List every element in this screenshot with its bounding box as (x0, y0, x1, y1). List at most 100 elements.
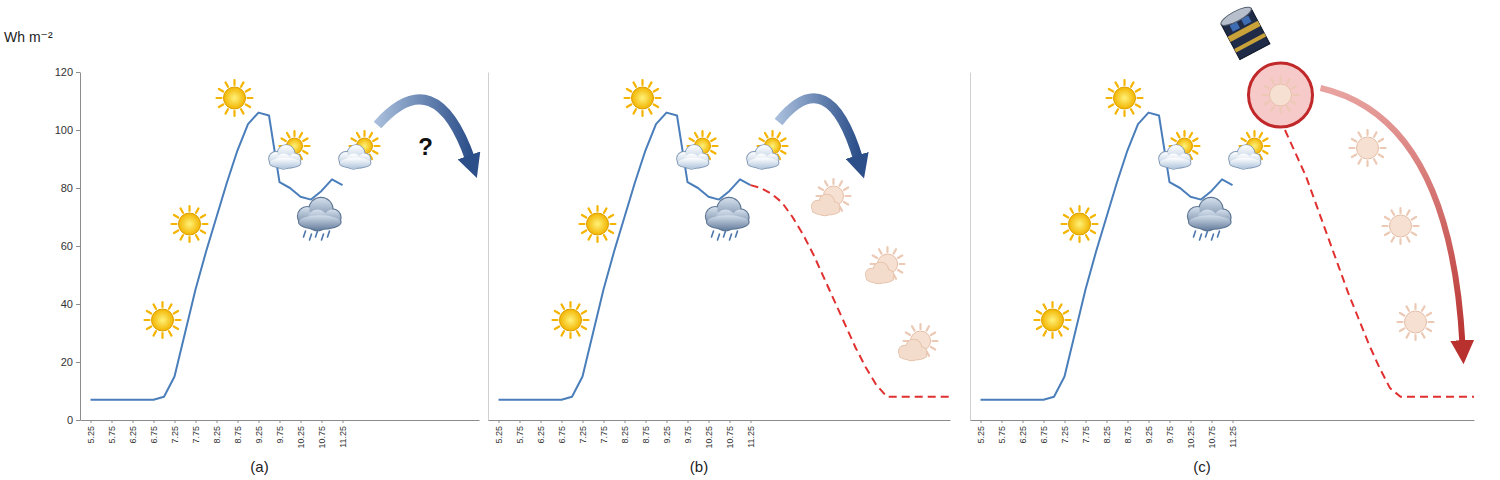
sun-ray (1366, 161, 1368, 166)
rain-drop (316, 231, 318, 237)
sun-ray (188, 206, 190, 211)
x-tick: 6.75 (149, 420, 159, 444)
y-tick: 80 (61, 182, 80, 194)
decorations (1035, 4, 1463, 345)
x-tick-mark (1128, 420, 1129, 423)
rain-drop (724, 231, 726, 237)
y-tick: 100 (55, 124, 80, 136)
sun-ray (1414, 225, 1419, 227)
x-tick: 5.75 (515, 420, 525, 444)
sun-ray (1091, 215, 1095, 218)
sun-ray (781, 139, 785, 142)
rain-drop (1218, 231, 1220, 237)
x-tick: 5.75 (107, 420, 117, 444)
x-tick-label: 7.75 (1081, 426, 1091, 444)
y-tick-label: 0 (67, 414, 73, 426)
cloud-outline (340, 158, 371, 168)
x-tick-mark (217, 420, 218, 423)
sun-ray (625, 97, 630, 99)
x-tick-label: 6.25 (128, 426, 138, 444)
cloud-fill (748, 158, 779, 168)
x-tick-label: 5.25 (494, 426, 504, 444)
sun-ray (1412, 217, 1416, 220)
sun-ray (1392, 210, 1395, 214)
panel: 0204060801001205.255.756.256.757.257.758… (4, 29, 480, 475)
x-tick: 8.25 (1102, 420, 1112, 444)
sun-ray (577, 331, 580, 335)
y-axis (970, 73, 971, 421)
sun-ray (1265, 86, 1269, 89)
sun-ray (873, 256, 877, 259)
sun-ray (1260, 133, 1263, 137)
rain-drop (1212, 234, 1214, 240)
cloud-icon (1159, 145, 1190, 169)
sun-ray (765, 133, 768, 137)
y-tick: 20 (61, 356, 80, 368)
sun-ray (577, 304, 580, 308)
sun-ray (1086, 235, 1089, 239)
sun-ray (649, 109, 652, 113)
x-tick-label: 6.75 (557, 426, 567, 444)
sun-ray (303, 151, 307, 154)
sun-ray (1422, 306, 1425, 310)
sun-ray (898, 256, 902, 259)
sun-ray (1107, 97, 1112, 99)
x-tick: 8.25 (212, 420, 222, 444)
y-axis-line (970, 73, 971, 421)
sun-ray (654, 105, 658, 108)
sun-ray (203, 223, 208, 225)
sun-ray (1195, 145, 1200, 147)
sun-ray (1078, 237, 1080, 242)
sun-ray (931, 347, 935, 350)
sun-ray (1066, 319, 1071, 321)
y-axis-line (488, 73, 489, 421)
sun-ray (1109, 105, 1113, 108)
cloud-icon (677, 145, 708, 169)
sun-ray (569, 333, 571, 338)
rain-drop (322, 234, 324, 240)
cloud-outline (748, 158, 779, 168)
sun-ray (1399, 239, 1401, 244)
sun-ray (1352, 139, 1356, 142)
sun-ray (634, 109, 637, 113)
x-tick-label: 5.25 (976, 426, 986, 444)
x-tick: 6.25 (1018, 420, 1028, 444)
x-tick: 6.75 (1039, 420, 1049, 444)
x-tick: 5.75 (997, 420, 1007, 444)
sun-ray (248, 97, 253, 99)
sun-ray (241, 109, 244, 113)
plot-marks (981, 113, 1475, 400)
sun-ray (233, 111, 235, 116)
x-tick-label: 5.75 (997, 426, 1007, 444)
sun-ray (701, 131, 703, 136)
x-tick: 9.75 (275, 420, 285, 444)
sun-ray (1044, 331, 1047, 335)
cloud-fill (340, 158, 371, 168)
cloud-outline (867, 274, 894, 283)
x-tick-mark (1170, 420, 1171, 423)
sun-ray (627, 89, 631, 92)
sun-ray (596, 237, 598, 242)
y-tick-label: 60 (61, 240, 73, 252)
sun-ray (886, 247, 888, 252)
cloud-sun-icon (1229, 131, 1269, 169)
sun-ray (1116, 109, 1119, 113)
sun-ray (708, 133, 711, 137)
x-tick-mark (520, 420, 521, 423)
sun-ray (1265, 145, 1270, 147)
x-tick: 9.75 (1165, 420, 1175, 444)
y-tick-mark (76, 362, 80, 363)
x-tick-label: 6.75 (149, 426, 159, 444)
cloud-sun-icon (269, 131, 309, 169)
sun-ray (1037, 327, 1041, 330)
cloud-outline (678, 158, 709, 168)
sun-ray (1412, 233, 1416, 236)
y-tick: 0 (67, 414, 80, 426)
forecast-line (751, 185, 951, 397)
cloud-fill (900, 351, 927, 360)
cloud-icon (269, 145, 300, 169)
x-tick: 6.75 (557, 420, 567, 444)
rain-cloud-icon (298, 198, 341, 240)
sun-ray (233, 80, 235, 85)
sun-ray (695, 133, 698, 137)
